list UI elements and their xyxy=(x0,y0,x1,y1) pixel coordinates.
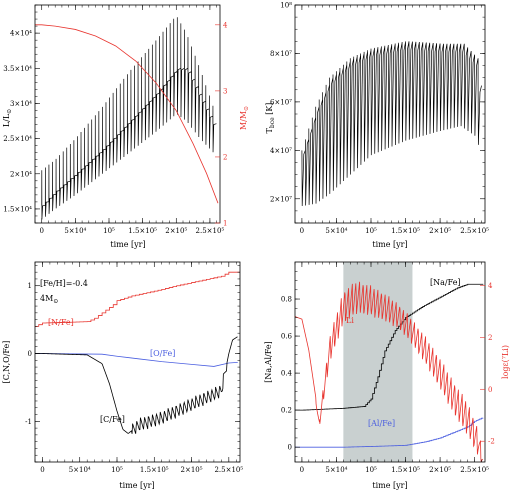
x-tick-label: 5×10⁴ xyxy=(325,227,347,235)
plot-frame xyxy=(294,4,486,224)
y-tick-label: 4×10⁴ xyxy=(10,30,32,38)
x-tick-label: 2×10⁵ xyxy=(429,227,451,235)
series-luminosity xyxy=(41,17,217,220)
y-tick-label: 0.4 xyxy=(281,370,293,378)
y-tick-label: 0.6 xyxy=(281,333,293,341)
x-tick-label: 0 xyxy=(300,466,304,474)
series-o-fe xyxy=(35,353,238,367)
y2-tick-label: 0 xyxy=(488,386,492,394)
series-label-o-fe: [O/Fe] xyxy=(150,349,175,358)
y-tick-label: 0.8 xyxy=(281,296,292,304)
series-label-li: Li xyxy=(346,316,354,325)
y-tick-label: 2×10⁴ xyxy=(10,170,32,178)
y2-axis-label: M/M⊙ xyxy=(239,106,250,130)
x-tick-label: 5×10⁴ xyxy=(325,466,347,474)
series-n-fe xyxy=(35,271,240,327)
series-label-na-fe: [Na/Fe] xyxy=(430,278,461,287)
y-tick-label: 0 xyxy=(28,350,32,358)
y2-tick-label: 4 xyxy=(223,21,228,29)
svg-text:logε(⁷Li): logε(⁷Li) xyxy=(501,345,510,379)
y-axis-label: [C,N,O/Fe] xyxy=(2,341,11,384)
y2-axis-label: logε(⁷Li) xyxy=(501,345,510,379)
x-tick-label: 0 xyxy=(39,227,43,235)
series-label-c-fe: [C/Fe] xyxy=(100,415,125,424)
metallicity-annotation: [Fe/H]=-0.4 xyxy=(40,279,88,288)
x-tick-label: 2.5×10⁵ xyxy=(460,466,489,474)
x-tick-label: 2.5×10⁵ xyxy=(214,466,243,474)
y-axis-label: Tbce [K] xyxy=(265,103,276,134)
panel-cno-abundances: 0 5×10⁴ 10⁵ 1.5×10⁵ 2×10⁵ 2.5×10⁵ -1 0 1 [C,N,O/… xyxy=(2,261,243,490)
y2-tick-label: 1 xyxy=(223,220,227,228)
x-tick-label: 1.5×10⁵ xyxy=(140,466,169,474)
x-tick-label: 10⁵ xyxy=(365,227,377,235)
y-tick-label: 0 xyxy=(288,444,292,452)
series-na-fe xyxy=(295,283,484,411)
x-axis-label: time [yr] xyxy=(372,481,407,490)
y-tick-label: 2×10⁷ xyxy=(270,195,292,203)
svg-text:[Na,Al/Fe]: [Na,Al/Fe] xyxy=(264,341,273,382)
x-tick-label: 10⁵ xyxy=(111,466,123,474)
x-tick-label: 10⁵ xyxy=(103,227,115,235)
panel-temperature: 0 5×10⁴ 10⁵ 1.5×10⁵ 2×10⁵ 2.5×10⁵ 2×10⁷ 4×10⁷ 6×… xyxy=(265,2,489,250)
x-tick-label: 2×10⁵ xyxy=(429,466,451,474)
svg-text:[C,N,O/Fe]: [C,N,O/Fe] xyxy=(2,341,11,384)
svg-text:Tbce [K]: Tbce [K] xyxy=(265,103,276,134)
y-tick-label: 3×10⁴ xyxy=(10,100,32,108)
panel-luminosity-mass: 0 5×10⁴ 10⁵ 1.5×10⁵ 2×10⁵ 2.5×10⁵ 1.5×10⁴ 2×10⁴… xyxy=(2,4,250,249)
svg-text:L/L⊙: L/L⊙ xyxy=(2,109,13,127)
y-tick-label: 8×10⁷ xyxy=(270,50,292,58)
y-axis-label: L/L⊙ xyxy=(2,109,13,127)
x-axis-label: time [yr] xyxy=(110,240,145,249)
x-tick-label: 1.5×10⁵ xyxy=(128,227,157,235)
plot-frame xyxy=(34,4,221,224)
x-tick-label: 2×10⁵ xyxy=(165,227,187,235)
y2-tick-label: 4 xyxy=(488,282,493,290)
series-al-fe xyxy=(295,417,484,448)
y-tick-label: 0.2 xyxy=(281,407,292,415)
y2-tick-label: 2 xyxy=(488,334,492,342)
x-axis-label: time [yr] xyxy=(372,240,407,249)
series-mass xyxy=(35,24,219,204)
y2-tick-label: -2 xyxy=(488,438,495,446)
x-tick-label: 1.5×10⁵ xyxy=(391,227,420,235)
y-tick-label: 10⁸ xyxy=(280,2,292,10)
x-tick-label: 5×10⁴ xyxy=(69,466,91,474)
x-axis-label: time [yr] xyxy=(119,481,154,490)
series-label-al-fe: [Al/Fe] xyxy=(368,419,395,428)
y-axis-label: [Na,Al/Fe] xyxy=(264,341,273,382)
y-tick-label: 4×10⁷ xyxy=(270,147,292,155)
series-label-n-fe: [N/Fe] xyxy=(48,318,74,327)
y-tick-label: -1 xyxy=(25,418,32,426)
y-tick-label: 2.5×10⁴ xyxy=(3,135,32,143)
x-tick-label: 10⁵ xyxy=(365,466,377,474)
plot-frame xyxy=(34,261,241,463)
x-tick-label: 2.5×10⁵ xyxy=(460,227,489,235)
svg-text:M/M⊙: M/M⊙ xyxy=(239,106,250,130)
plot-frame xyxy=(294,261,486,463)
x-tick-label: 0 xyxy=(300,227,304,235)
series-c-fe xyxy=(35,336,238,434)
y2-tick-label: 3 xyxy=(223,87,227,95)
y2-tick-label: 2 xyxy=(223,153,227,161)
y-tick-label: 6×10⁷ xyxy=(270,98,292,106)
x-tick-label: 5×10⁴ xyxy=(64,227,86,235)
series-li xyxy=(295,281,484,462)
x-tick-label: 2×10⁵ xyxy=(181,466,203,474)
y-tick-label: 3.5×10⁴ xyxy=(3,65,32,73)
series-t-bce xyxy=(301,41,482,207)
mass-annotation: 4M⊙ xyxy=(40,294,58,305)
y-tick-label: 1 xyxy=(28,282,32,290)
x-tick-label: 0 xyxy=(40,466,44,474)
x-tick-label: 1.5×10⁵ xyxy=(391,466,420,474)
x-tick-label: 2.5×10⁵ xyxy=(196,227,225,235)
y-tick-label: 1.5×10⁴ xyxy=(3,205,32,213)
panel-na-al-li-abundances: 0 5×10⁴ 10⁵ 1.5×10⁵ 2×10⁵ 2.5×10⁵ 0 0.2 0.4 0.6 0.… xyxy=(264,261,510,490)
